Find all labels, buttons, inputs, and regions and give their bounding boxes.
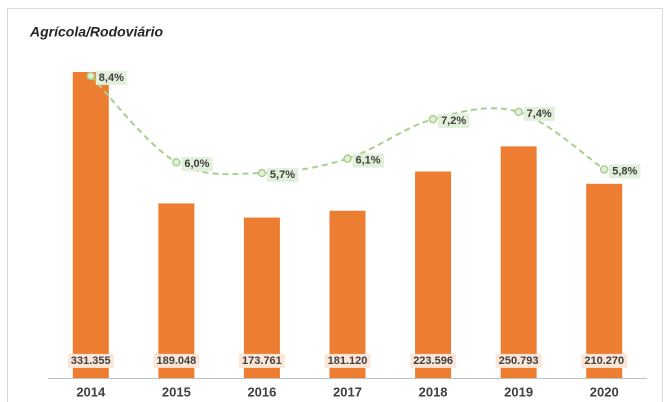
- bar: [72, 71, 109, 378]
- line-value-label-box: [95, 70, 128, 85]
- line-value-label: 6,1%: [356, 155, 381, 167]
- line-value-label-box: [352, 153, 384, 168]
- bar-value-label: 250.793: [499, 355, 539, 367]
- line-value-label-box: [438, 114, 470, 129]
- bar-value-label: 189.048: [156, 355, 196, 367]
- line-value-label: 8,4%: [99, 72, 124, 84]
- bar: [158, 203, 195, 378]
- line-marker: [599, 165, 609, 174]
- bar-value-label: 181.120: [328, 355, 368, 367]
- x-tick-label: 2014: [76, 384, 106, 399]
- x-tick-label: 2015: [162, 384, 191, 399]
- line-value-label-box: [181, 157, 213, 172]
- line-value-label: 6,0%: [184, 158, 209, 170]
- bar-value-label-box: [67, 353, 114, 368]
- x-tick-label: 2019: [504, 384, 533, 399]
- bar: [586, 183, 623, 378]
- line-marker: [514, 107, 523, 117]
- bar-value-label-box: [324, 353, 371, 368]
- line-marker: [343, 154, 352, 163]
- x-tick-label: 2016: [247, 384, 276, 399]
- line-value-label-box: [609, 164, 641, 179]
- bar: [500, 146, 537, 378]
- bar-value-label-box: [581, 353, 628, 368]
- line-marker: [86, 71, 96, 81]
- line-value-label-box: [523, 106, 555, 121]
- x-tick-label: 2018: [419, 384, 448, 399]
- bar: [415, 171, 452, 378]
- line-value-label: 7,4%: [527, 108, 552, 120]
- line-value-label: 5,8%: [612, 165, 637, 177]
- bar-value-label: 223.596: [413, 355, 453, 367]
- line-marker: [172, 158, 181, 167]
- bar: [243, 217, 280, 378]
- bar-value-label: 173.761: [242, 355, 282, 367]
- bar: [329, 210, 366, 378]
- bar-value-label: 210.270: [584, 355, 624, 367]
- line-value-label: 5,7%: [270, 169, 295, 181]
- x-tick-label: 2020: [590, 384, 619, 399]
- line-value-label-box: [266, 167, 299, 182]
- line-value-label: 7,2%: [441, 115, 466, 127]
- bar-value-label-box: [410, 353, 456, 368]
- bar-value-label-box: [239, 353, 285, 368]
- bar-value-label: 331.355: [71, 355, 111, 367]
- chart-title: Agrícola/Rodoviário: [29, 24, 163, 40]
- line-marker: [257, 168, 267, 178]
- x-tick-label: 2017: [333, 384, 362, 399]
- bar-value-label-box: [153, 353, 200, 368]
- bar-value-label-box: [495, 353, 542, 368]
- line-marker: [428, 114, 438, 124]
